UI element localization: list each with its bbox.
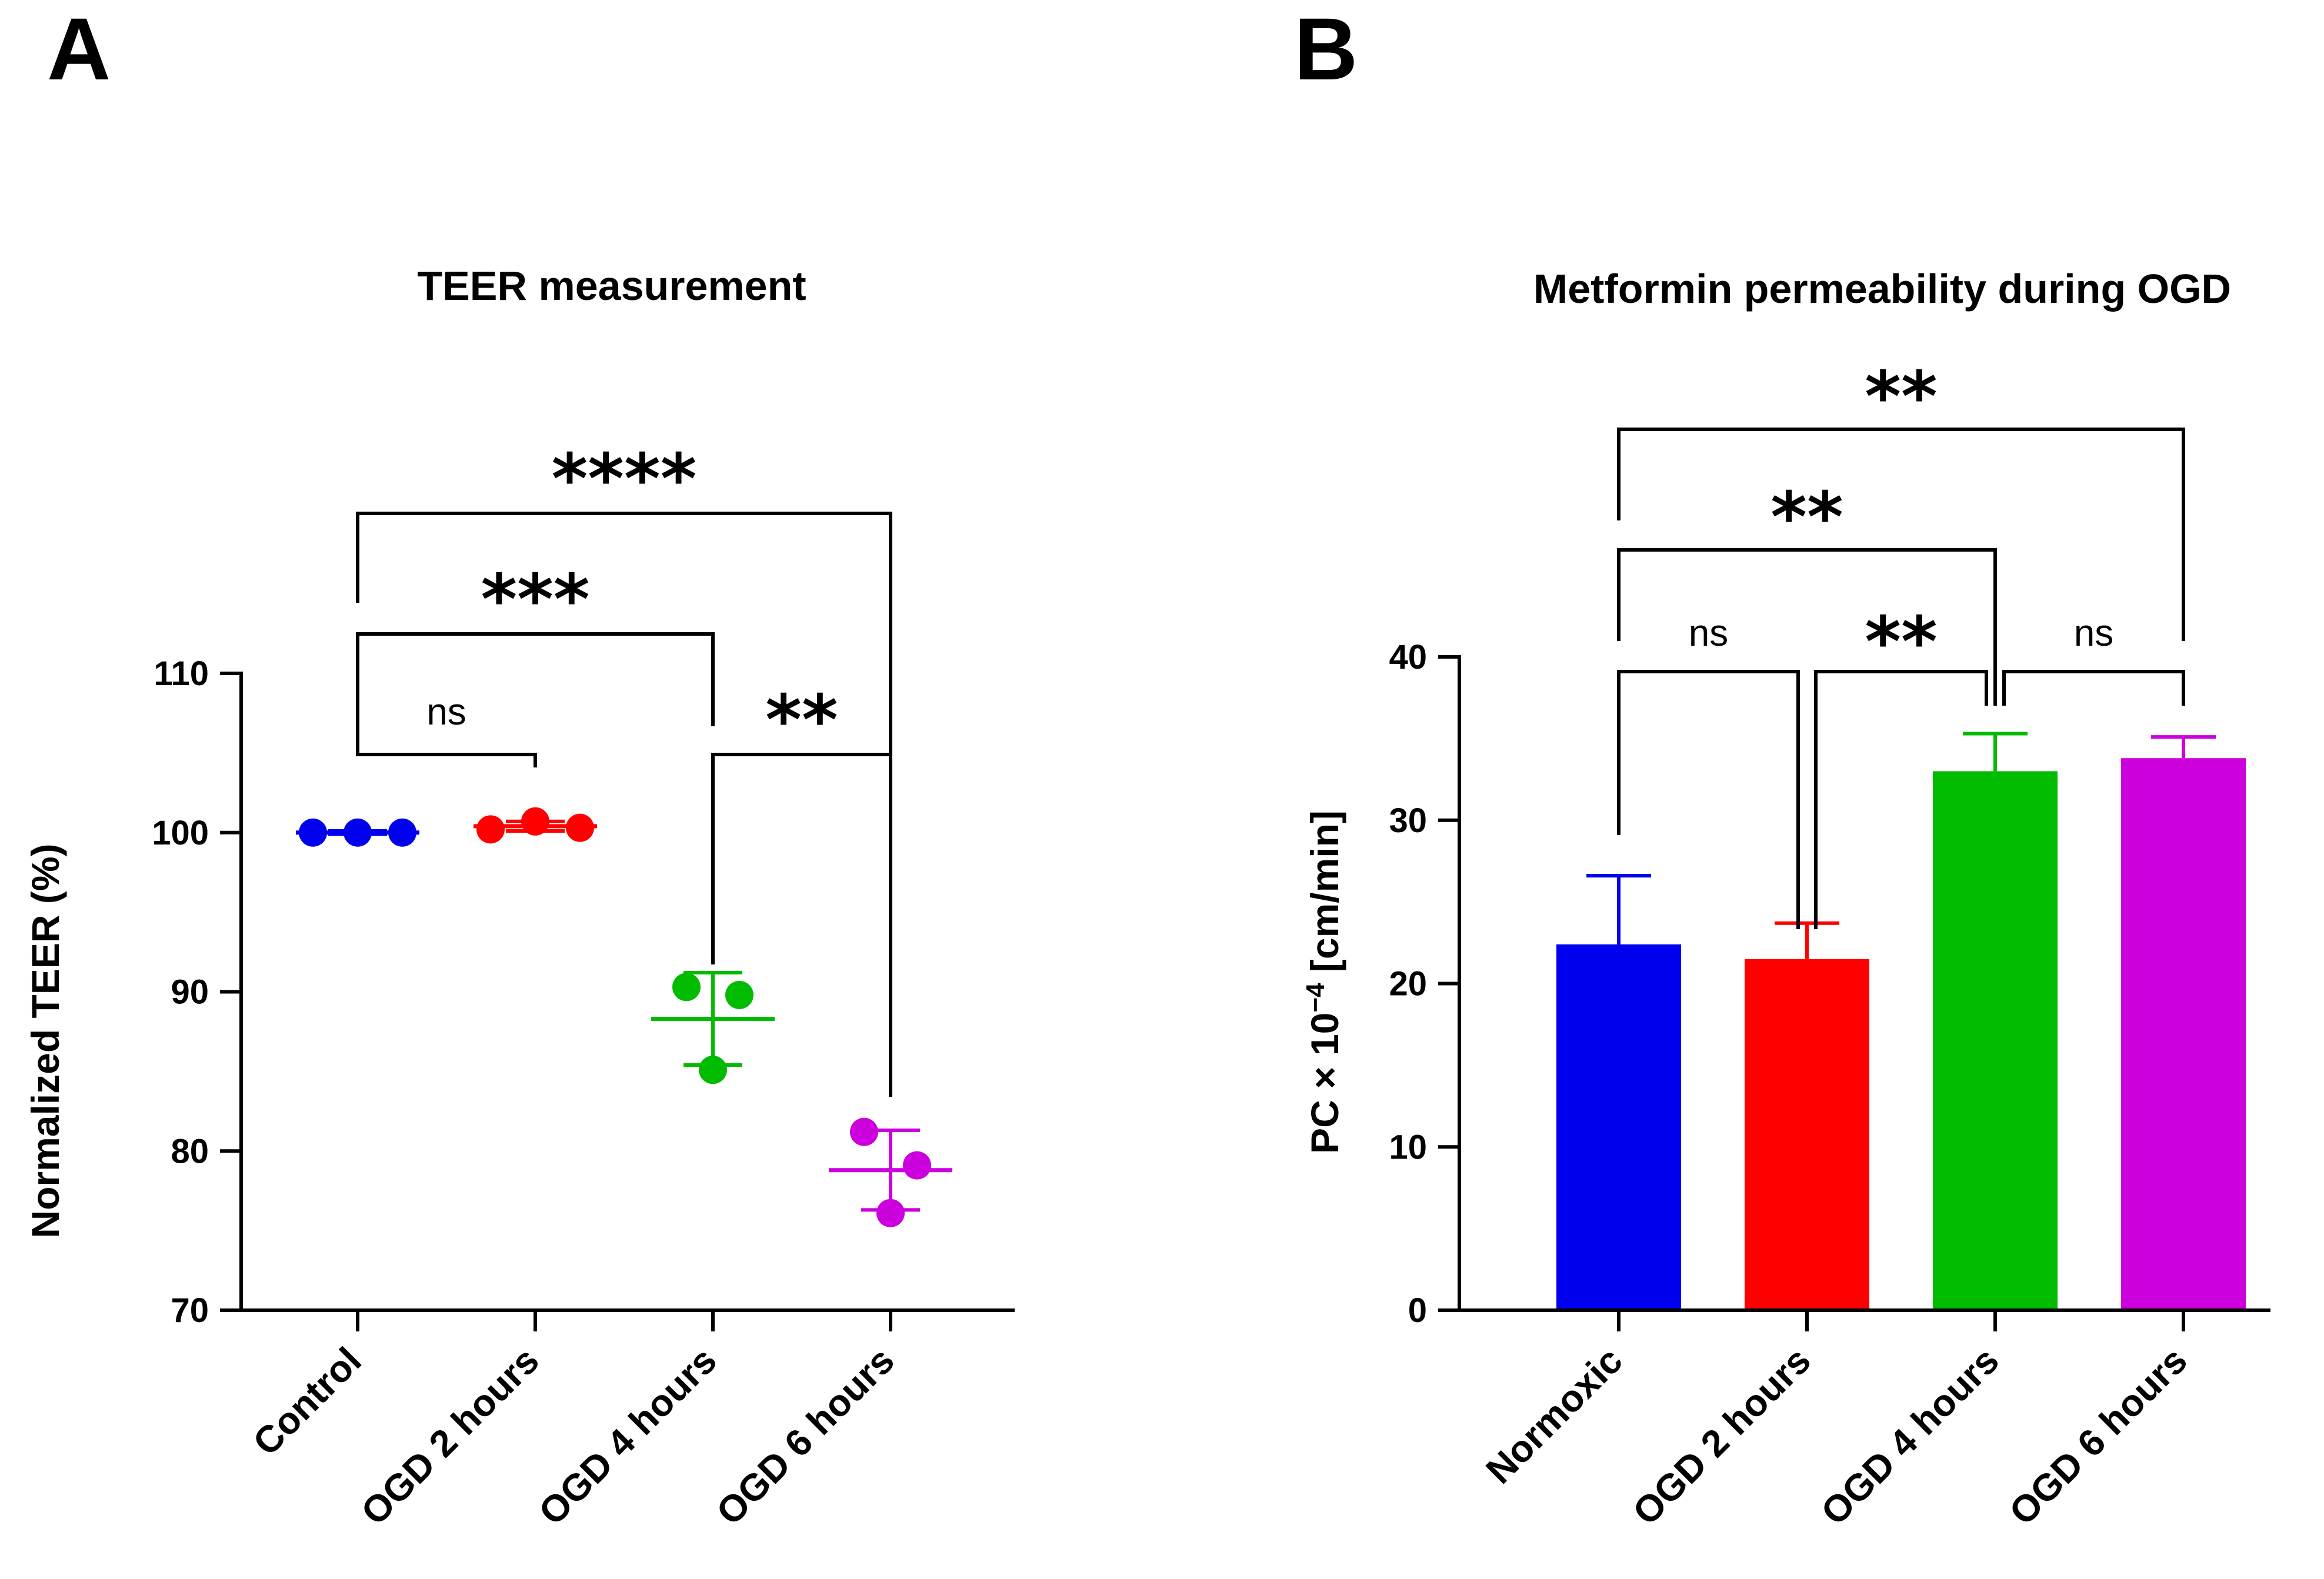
teer-point-0-2 bbox=[388, 818, 416, 847]
permeability-y-tick-label-4: 40 bbox=[1389, 638, 1427, 676]
teer-x-tick-label-3: OGD 6 hours bbox=[708, 1339, 902, 1533]
permeability-sig-label-0: ns bbox=[1689, 612, 1729, 654]
permeability-sig-bracket-4 bbox=[1617, 428, 2185, 641]
teer-point-0-1 bbox=[344, 818, 372, 847]
teer-point-2-2 bbox=[699, 1056, 727, 1084]
permeability-sig-bracket-0 bbox=[1617, 670, 1800, 929]
permeability-x-tick-label-2: OGD 4 hours bbox=[1813, 1339, 2007, 1533]
teer-point-3-1 bbox=[903, 1151, 931, 1180]
permeability-bar-0 bbox=[1556, 944, 1681, 1310]
permeability-bar-3 bbox=[2121, 758, 2246, 1310]
permeability-y-tick-label-2: 20 bbox=[1389, 965, 1427, 1003]
permeability-y-tick-label-3: 30 bbox=[1389, 802, 1427, 840]
teer-sig-label-3: **** bbox=[552, 438, 697, 519]
permeability-y-axis-label: PC × 10−4 [cm/min] bbox=[1301, 810, 1347, 1154]
panel-letter-b: B bbox=[1294, 0, 1358, 98]
teer-point-1-2 bbox=[566, 813, 594, 842]
teer-x-tick-label-2: OGD 4 hours bbox=[531, 1339, 725, 1533]
panel-letter-a: A bbox=[47, 0, 111, 98]
teer-y-axis-label: Normalized TEER (%) bbox=[24, 843, 67, 1238]
permeability-bar-1 bbox=[1745, 959, 1869, 1310]
teer-sig-label-1: ** bbox=[765, 679, 838, 760]
permeability-chart: Metformin permeability during OGD PC × 1… bbox=[1301, 266, 2270, 1533]
y-axis-label-unit: [cm/min] bbox=[1303, 810, 1346, 983]
permeability-sig-label-1: ** bbox=[1865, 601, 1937, 682]
permeability-bar-2 bbox=[1933, 771, 2058, 1310]
permeability-x-tick-label-0: Normoxic bbox=[1478, 1339, 1631, 1492]
teer-point-3-0 bbox=[850, 1117, 878, 1146]
teer-point-3-2 bbox=[876, 1199, 905, 1227]
permeability-sig-bracket-3 bbox=[1617, 548, 1997, 706]
permeability-x-tick-label-1: OGD 2 hours bbox=[1625, 1339, 1819, 1533]
permeability-x-tick-label-3: OGD 6 hours bbox=[2001, 1339, 2195, 1533]
teer-point-1-1 bbox=[521, 807, 549, 836]
teer-point-2-1 bbox=[725, 980, 753, 1009]
permeability-sig-label-2: ns bbox=[2074, 612, 2114, 654]
teer-chart: TEER measurement Normalized TEER (%) 70 8… bbox=[24, 263, 1015, 1533]
teer-y-tick-label-0: 70 bbox=[171, 1291, 209, 1330]
teer-chart-title: TEER measurement bbox=[417, 263, 806, 309]
teer-sig-bracket-2 bbox=[356, 632, 715, 726]
teer-y-tick-label-1: 80 bbox=[171, 1132, 209, 1170]
teer-sig-label-0: ns bbox=[426, 690, 466, 733]
teer-x-tick-label-0: Control bbox=[245, 1339, 369, 1464]
teer-point-2-0 bbox=[672, 973, 701, 1002]
teer-y-tick-label-4: 110 bbox=[154, 655, 209, 693]
teer-point-1-0 bbox=[476, 815, 505, 844]
permeability-sig-bracket-1 bbox=[1814, 670, 1988, 929]
permeability-sig-bracket-2 bbox=[2002, 670, 2185, 706]
teer-y-tick-label-2: 90 bbox=[171, 973, 209, 1012]
permeability-chart-title: Metformin permeability during OGD bbox=[1533, 266, 2231, 312]
teer-sig-label-2: *** bbox=[481, 559, 589, 640]
teer-sig-bracket-3 bbox=[356, 512, 892, 1091]
permeability-sig-label-4: ** bbox=[1865, 356, 1937, 437]
permeability-y-tick-label-1: 10 bbox=[1389, 1128, 1427, 1166]
teer-sig-bracket-0 bbox=[356, 723, 537, 767]
teer-y-tick-label-3: 100 bbox=[152, 814, 209, 852]
y-axis-label-main: PC × 10 bbox=[1303, 1013, 1346, 1154]
y-axis-label-exponent: −4 bbox=[1301, 983, 1330, 1013]
permeability-y-tick-label-0: 0 bbox=[1408, 1291, 1427, 1330]
permeability-sig-label-3: ** bbox=[1770, 476, 1843, 558]
teer-point-0-0 bbox=[299, 818, 327, 847]
teer-sig-bracket-1 bbox=[711, 753, 892, 1097]
teer-x-tick-label-1: OGD 2 hours bbox=[353, 1339, 547, 1533]
